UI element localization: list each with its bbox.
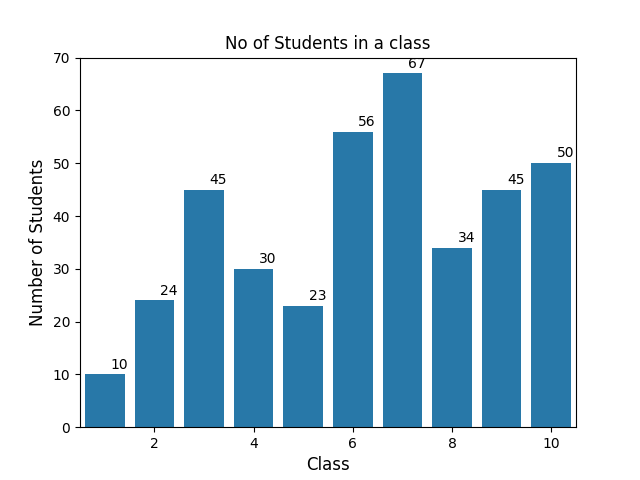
Text: 50: 50: [557, 146, 574, 160]
Bar: [85, 374, 125, 427]
Bar: [184, 190, 224, 427]
Bar: [531, 163, 571, 427]
Text: 10: 10: [110, 358, 128, 372]
Title: No of Students in a class: No of Students in a class: [225, 35, 431, 53]
Text: 45: 45: [507, 173, 525, 187]
Text: 67: 67: [408, 57, 426, 71]
Bar: [482, 190, 522, 427]
Y-axis label: Number of Students: Number of Students: [29, 159, 47, 326]
Text: 56: 56: [358, 115, 376, 129]
Text: 23: 23: [308, 289, 326, 303]
Text: 34: 34: [458, 231, 475, 245]
Bar: [383, 73, 422, 427]
Bar: [432, 248, 472, 427]
Text: 45: 45: [209, 173, 227, 187]
Text: 30: 30: [259, 252, 276, 266]
Text: 24: 24: [160, 284, 177, 298]
Bar: [134, 300, 174, 427]
Bar: [234, 269, 273, 427]
Bar: [333, 132, 372, 427]
X-axis label: Class: Class: [306, 456, 350, 474]
Bar: [284, 306, 323, 427]
